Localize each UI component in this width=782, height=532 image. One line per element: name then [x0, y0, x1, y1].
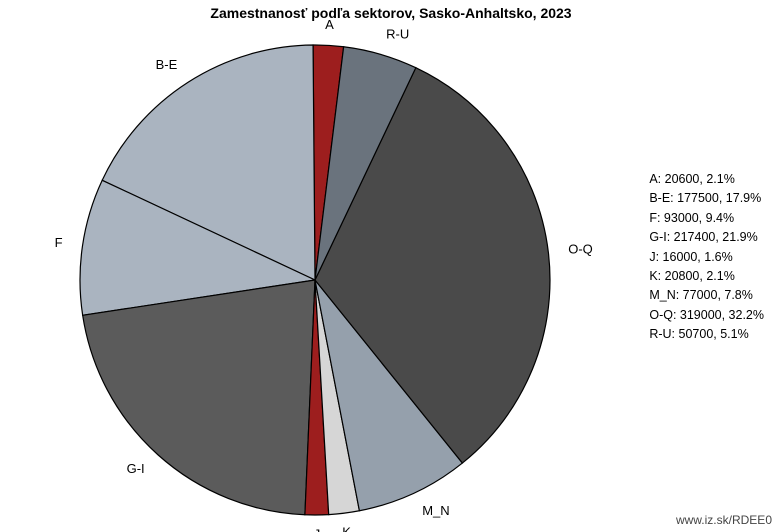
legend-item: R-U: 50700, 5.1%: [649, 325, 764, 344]
legend-item: F: 93000, 9.4%: [649, 209, 764, 228]
slice-label-J: J: [314, 526, 321, 532]
legend-item: O-Q: 319000, 32.2%: [649, 306, 764, 325]
legend-item: J: 16000, 1.6%: [649, 248, 764, 267]
slice-label-M_N: M_N: [422, 503, 449, 518]
legend-item: G-I: 217400, 21.9%: [649, 228, 764, 247]
legend-item: M_N: 77000, 7.8%: [649, 286, 764, 305]
slice-label-K: K: [342, 524, 351, 532]
legend-item: B-E: 177500, 17.9%: [649, 189, 764, 208]
slice-label-O-Q: O-Q: [568, 242, 593, 257]
slice-label-B-E: B-E: [156, 57, 178, 72]
source-url: www.iz.sk/RDEE0: [676, 513, 772, 527]
legend-item: A: 20600, 2.1%: [649, 170, 764, 189]
legend-item: K: 20800, 2.1%: [649, 267, 764, 286]
slice-label-F: F: [55, 235, 63, 250]
slice-label-R-U: R-U: [386, 27, 409, 42]
slice-label-A: A: [325, 17, 334, 32]
slice-label-G-I: G-I: [127, 461, 145, 476]
pie-slice-G-I: [83, 280, 315, 515]
legend: A: 20600, 2.1%B-E: 177500, 17.9%F: 93000…: [649, 170, 764, 344]
